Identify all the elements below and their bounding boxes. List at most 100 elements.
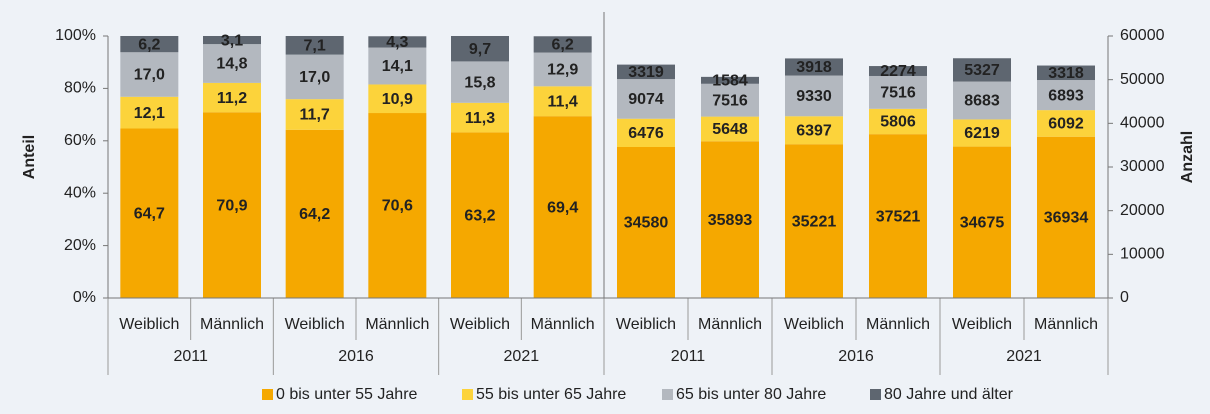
data-label: 63,2 bbox=[464, 207, 495, 224]
data-label: 12,9 bbox=[547, 62, 578, 79]
bar-segment bbox=[1037, 65, 1095, 81]
bar-segment bbox=[701, 141, 759, 298]
y-tick-label: 60000 bbox=[1120, 27, 1165, 44]
data-label: 6893 bbox=[1048, 87, 1084, 104]
legend-label: 0 bis unter 55 Jahre bbox=[276, 386, 418, 403]
x-tick-label: Weiblich bbox=[952, 316, 1012, 333]
y-tick-label: 40% bbox=[64, 184, 96, 201]
bar-segment bbox=[1037, 136, 1095, 298]
bar-segment bbox=[701, 83, 759, 117]
bar-segment bbox=[533, 52, 592, 87]
data-label: 35221 bbox=[792, 213, 837, 230]
y-tick-label: 40000 bbox=[1120, 115, 1165, 132]
data-label: 3319 bbox=[628, 64, 664, 81]
x-tick-label: Weiblich bbox=[285, 316, 345, 333]
bar-segment bbox=[533, 36, 592, 53]
y-tick-label: 80% bbox=[64, 80, 96, 97]
x-tick-label: Weiblich bbox=[784, 316, 844, 333]
data-label: 9330 bbox=[796, 88, 832, 105]
data-label: 64,2 bbox=[299, 206, 330, 223]
y-tick-label: 10000 bbox=[1120, 246, 1165, 263]
data-label: 7516 bbox=[712, 92, 748, 109]
data-label: 6,2 bbox=[552, 37, 574, 54]
y-tick-label: 100% bbox=[55, 27, 96, 44]
bar-segment bbox=[285, 36, 344, 55]
bar-segment bbox=[953, 146, 1011, 298]
bar-segment bbox=[533, 116, 592, 298]
x-tick-label: Männlich bbox=[866, 316, 930, 333]
legend-label: 65 bis unter 80 Jahre bbox=[676, 386, 826, 403]
data-label: 34675 bbox=[960, 215, 1005, 232]
axis-label: Anteil bbox=[21, 135, 38, 179]
legend-label: 80 Jahre und älter bbox=[884, 386, 1014, 403]
bar-segment bbox=[368, 47, 427, 85]
group-label: 2021 bbox=[504, 348, 540, 365]
x-tick-label: Männlich bbox=[200, 316, 264, 333]
data-label: 6219 bbox=[964, 125, 1000, 142]
bar-segment bbox=[953, 119, 1011, 147]
y-tick-label: 20% bbox=[64, 237, 96, 254]
y-tick-label: 60% bbox=[64, 132, 96, 149]
data-label: 5648 bbox=[712, 121, 748, 138]
group-label: 2011 bbox=[173, 348, 208, 365]
bar-segment bbox=[451, 102, 509, 133]
x-tick-label: Weiblich bbox=[450, 316, 510, 333]
data-label: 1584 bbox=[712, 73, 748, 90]
bar-segment bbox=[785, 75, 843, 117]
data-label: 17,0 bbox=[299, 69, 330, 86]
bar-segment bbox=[120, 96, 179, 129]
data-label: 70,9 bbox=[216, 197, 247, 214]
group-label: 2016 bbox=[338, 348, 374, 365]
bar-segment bbox=[617, 147, 675, 298]
data-label: 14,1 bbox=[382, 58, 413, 75]
bar-segment bbox=[451, 132, 509, 298]
bar-segment bbox=[203, 82, 261, 113]
data-label: 5327 bbox=[964, 62, 1000, 79]
x-tick-label: Männlich bbox=[531, 316, 595, 333]
data-label: 11,3 bbox=[465, 110, 495, 127]
data-label: 5806 bbox=[880, 114, 916, 131]
data-label: 11,2 bbox=[217, 90, 247, 107]
data-label: 36934 bbox=[1044, 210, 1089, 227]
bar-segment bbox=[701, 76, 759, 84]
bar-segment bbox=[120, 128, 179, 298]
bar-segment bbox=[368, 36, 427, 48]
data-label: 35893 bbox=[708, 212, 753, 229]
data-label: 15,8 bbox=[464, 74, 495, 91]
bar-segment bbox=[701, 116, 759, 142]
bar-segment bbox=[368, 84, 427, 114]
bar-segment bbox=[869, 66, 927, 76]
x-tick-label: Weiblich bbox=[119, 316, 179, 333]
x-tick-label: Männlich bbox=[1034, 316, 1098, 333]
bar-segment bbox=[617, 64, 675, 80]
data-label: 34580 bbox=[624, 215, 669, 232]
data-label: 12,1 bbox=[134, 105, 165, 122]
bar-segment bbox=[120, 36, 179, 53]
data-label: 9074 bbox=[628, 91, 664, 108]
data-label: 10,9 bbox=[382, 91, 413, 108]
data-label: 64,7 bbox=[134, 205, 165, 222]
y-tick-label: 20000 bbox=[1120, 202, 1165, 219]
y-tick-label: 30000 bbox=[1120, 158, 1165, 175]
data-label: 3318 bbox=[1048, 65, 1084, 82]
data-label: 11,7 bbox=[300, 107, 330, 124]
group-label: 2021 bbox=[1006, 348, 1042, 365]
bar-segment bbox=[953, 58, 1011, 82]
bar-segment bbox=[120, 52, 179, 97]
legend-swatch bbox=[662, 389, 673, 400]
bar-segment bbox=[1037, 80, 1095, 111]
data-label: 6397 bbox=[796, 122, 832, 139]
bar-segment bbox=[953, 81, 1011, 120]
data-label: 7,1 bbox=[304, 38, 326, 55]
y-tick-label: 0% bbox=[73, 289, 96, 306]
bar-segment bbox=[285, 54, 344, 100]
axis-label: Anzahl bbox=[1179, 131, 1196, 183]
bar-segment bbox=[451, 61, 509, 103]
data-label: 4,3 bbox=[386, 34, 408, 51]
data-label: 6092 bbox=[1048, 116, 1084, 133]
data-label: 6476 bbox=[628, 125, 664, 142]
bar-segment bbox=[368, 113, 427, 298]
bar-segment bbox=[785, 58, 843, 76]
bar-segment bbox=[451, 36, 509, 62]
